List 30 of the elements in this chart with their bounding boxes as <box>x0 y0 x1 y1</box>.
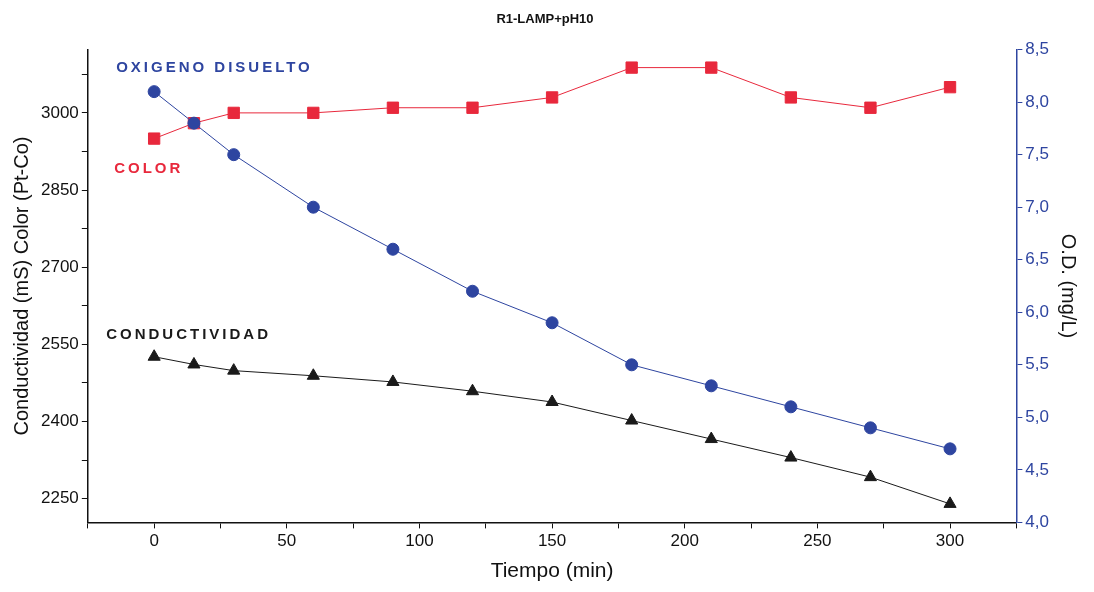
y2-tick-label: 4,0 <box>1025 512 1050 532</box>
x-axis-title: Tiempo (min) <box>490 558 614 582</box>
x-tick-label: 300 <box>935 531 965 551</box>
y2-tick-label: 7,5 <box>1025 144 1050 164</box>
y-tick-label: 2400 <box>40 411 79 431</box>
y-tick-label: 2550 <box>40 334 79 354</box>
y2-tick-label: 8,5 <box>1025 39 1050 59</box>
y2-tick-label: 8,0 <box>1025 91 1050 111</box>
x-tick-label: 100 <box>405 531 434 551</box>
text: OXIGENO DISUELTO <box>116 57 313 75</box>
chart-title: R1-LAMP+pH10 <box>496 11 594 27</box>
y2-tick-label: 7,0 <box>1025 196 1050 216</box>
series-label: CONDUCTIVIDAD <box>106 324 271 342</box>
y2-tick-label: 6,0 <box>1025 301 1050 321</box>
x-tick-label: 50 <box>277 531 297 551</box>
y2-tick-label: 4,5 <box>1025 459 1050 479</box>
x-tick-label: 150 <box>537 531 567 551</box>
x-tick-label: 200 <box>670 531 699 551</box>
y-tick-label: 2700 <box>40 256 79 276</box>
y-tick-label: 2850 <box>40 179 79 199</box>
y2-axis-title: O.D. (mg/L) <box>1058 233 1081 339</box>
y-tick-label: 3000 <box>40 102 79 122</box>
y-tick-label: 2250 <box>40 488 79 508</box>
y2-tick-label: 5,0 <box>1025 407 1050 427</box>
x-tick-label: 250 <box>803 531 832 551</box>
y2-tick-label: 5,5 <box>1025 354 1050 374</box>
x-tick-label: 0 <box>149 531 159 551</box>
series-label: COLOR <box>114 158 184 176</box>
y-axis-title: Conductividad (mS) Color (Pt-Co) <box>9 136 32 436</box>
y2-tick-label: 6,5 <box>1025 249 1050 269</box>
